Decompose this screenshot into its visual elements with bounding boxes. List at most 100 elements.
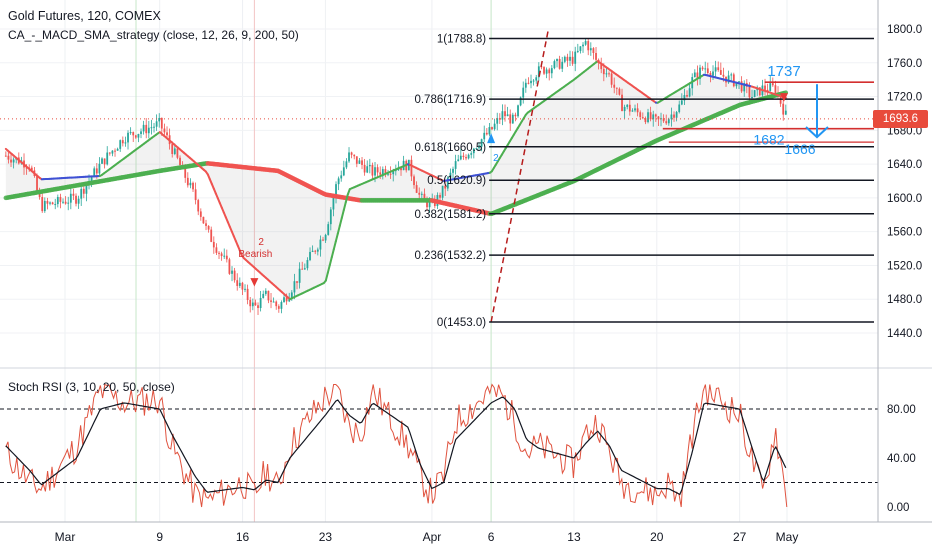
fib-level-label: 0.5(1620.9) [427,175,486,187]
candle-up [319,239,322,250]
candle-up [238,282,241,286]
candle-down [384,169,387,175]
price-tick-label: 1440.0 [887,328,922,340]
candle-down [75,195,77,204]
candle-up [678,104,681,113]
candle-up [67,202,70,204]
sma-50-line [324,271,329,282]
candle-up [574,51,577,64]
candle-down [41,197,44,212]
candle-down [46,200,49,204]
fib-level-label: 0.618(1660.5) [414,142,486,154]
candle-up [77,198,80,204]
candle-up [478,146,480,149]
candle-down [639,112,642,118]
candle-down [267,290,270,301]
ma-fill-area [5,61,786,300]
candle-down [600,63,603,70]
candle-up [524,82,527,88]
candle-down [220,253,223,257]
candle-down [686,95,688,97]
candle-down [132,132,135,136]
sell-marker [780,93,788,102]
candle-down [465,157,467,159]
candle-up [467,154,470,159]
candle-up [522,87,525,98]
candle-down [192,182,194,190]
candle-down [236,280,239,286]
candle-up [85,184,88,194]
indicator-legend[interactable]: CA_-_MACD_SMA_strategy (close, 12, 26, 9… [8,28,299,42]
candle-down [444,185,447,189]
candle-down [210,229,213,242]
last-price-tag: 1693.6 [873,110,928,128]
candle-up [647,112,649,123]
candle-up [394,170,397,172]
price-tick-label: 1480.0 [887,294,922,306]
candle-up [712,71,714,76]
fib-level-label: 0.382(1581.2) [414,209,486,221]
time-tick-label: 27 [733,530,747,544]
candle-down [491,127,493,130]
candle-up [158,117,161,122]
candle-up [251,302,254,307]
candle-up [280,302,283,309]
candle-up [454,161,457,169]
candle-up [69,193,72,203]
candle-up [140,131,142,134]
candle-down [654,114,657,117]
candle-up [532,80,535,82]
candle-up [142,124,145,132]
candle-up [358,160,361,164]
candle-up [441,185,444,198]
candle-down [205,223,207,226]
time-tick-label: 23 [319,530,333,544]
candle-down [608,73,610,75]
candle-down [95,168,98,174]
sma-50-line [342,201,347,212]
candle-down [774,85,777,93]
candle-down [587,41,590,51]
candle-up [56,197,59,205]
candle-up [496,118,499,124]
candle-down [379,172,382,175]
candle-up [374,167,376,176]
candle-down [163,128,166,133]
candle-down [696,72,699,79]
candle-down [615,87,618,89]
candle-up [457,159,460,162]
candle-down [717,67,720,71]
candle-down [199,211,202,217]
oscillator-legend[interactable]: Stoch RSI (3, 10, 20, 50, close) [8,380,175,394]
candle-down [621,94,623,112]
candle-down [376,167,379,173]
candle-down [363,164,366,173]
candle-up [262,293,265,298]
candle-up [727,75,730,83]
time-tick-label: 6 [488,530,495,544]
sma-50-line [344,193,349,204]
candle-up [124,142,127,144]
candle-up [129,132,132,134]
sma-50-line [340,209,345,219]
sma-50-line [326,263,331,274]
candle-up [293,281,296,293]
candle-up [605,73,608,75]
candle-up [311,250,314,252]
candle-down [498,118,501,120]
candle-up [517,105,519,117]
price-tick-label: 1720.0 [887,92,922,104]
candle-down [7,155,10,160]
level-label-target: 1666 [784,141,815,157]
candle-down [595,53,597,60]
candle-down [673,114,675,118]
candle-down [771,83,774,86]
candle-down [613,84,616,88]
candle-up [553,61,556,69]
candle-down [194,189,197,201]
candle-up [582,44,584,47]
candle-down [59,197,62,202]
candle-up [49,202,51,204]
